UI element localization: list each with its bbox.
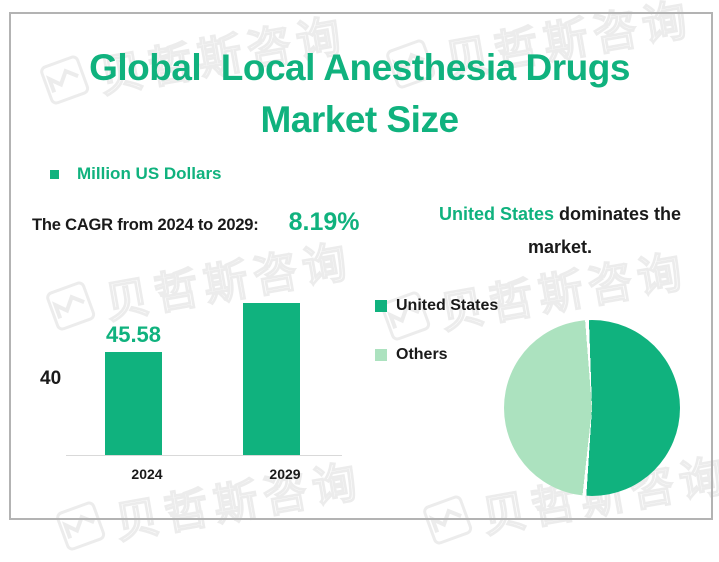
watermark: 贝哲斯咨询 (52, 445, 367, 562)
title-line-1: Global Local Anesthesia Drugs (89, 47, 630, 88)
y-axis-tick-40: 40 (40, 368, 62, 389)
watermark: 贝哲斯咨询 (42, 225, 357, 342)
x-axis-line (66, 455, 342, 456)
cagr-value: 8.19% (288, 208, 360, 236)
watermark-text: 贝哲斯咨询 (111, 456, 367, 549)
x-axis-label-2024: 2024 (131, 466, 163, 482)
watermark: 贝哲斯咨询 (382, 0, 697, 100)
units-legend-label: Million US Dollars (77, 164, 222, 183)
cagr-row: The CAGR from 2024 to 2029: 8.19% (32, 208, 359, 237)
units-legend: Million US Dollars (50, 164, 222, 184)
units-legend-swatch (50, 169, 59, 179)
watermark-text: 贝哲斯咨询 (101, 236, 357, 329)
watermark-logo-icon (46, 281, 96, 331)
watermark-logo-icon (381, 291, 431, 341)
legend-label-others: Others (396, 346, 448, 363)
pie-chart (504, 320, 680, 496)
legend-swatch-united-states (375, 300, 387, 312)
callout-rest: dominates the (554, 204, 682, 224)
watermark: 贝哲斯咨询 (36, 0, 351, 116)
callout-line-2: market. (527, 237, 593, 257)
watermark-logo-icon (386, 39, 436, 89)
bar-2024-value-label: 45.58 (105, 322, 162, 347)
legend-swatch-others (375, 349, 387, 361)
title-line-2: Market Size (260, 99, 459, 140)
callout-line-1: United States dominates the (439, 204, 681, 224)
callout-highlight: United States (438, 204, 554, 224)
bar-2029 (243, 303, 300, 455)
legend-item-united-states: United States (375, 297, 498, 315)
watermark-logo-icon (423, 495, 473, 545)
x-axis-label-2029: 2029 (269, 466, 301, 482)
watermark-logo-icon (40, 55, 90, 105)
cagr-label: The CAGR from 2024 to 2029: (32, 216, 259, 234)
legend-item-others: Others (375, 346, 448, 364)
legend-label-united-states: United States (396, 297, 499, 314)
watermark-logo-icon (56, 501, 106, 551)
bar-2024 (105, 352, 162, 455)
watermark: 贝哲斯咨询 (377, 235, 692, 352)
pie-callout: United States dominates the market. (420, 198, 700, 264)
page-title: Global Local Anesthesia Drugs Market Siz… (0, 42, 719, 146)
